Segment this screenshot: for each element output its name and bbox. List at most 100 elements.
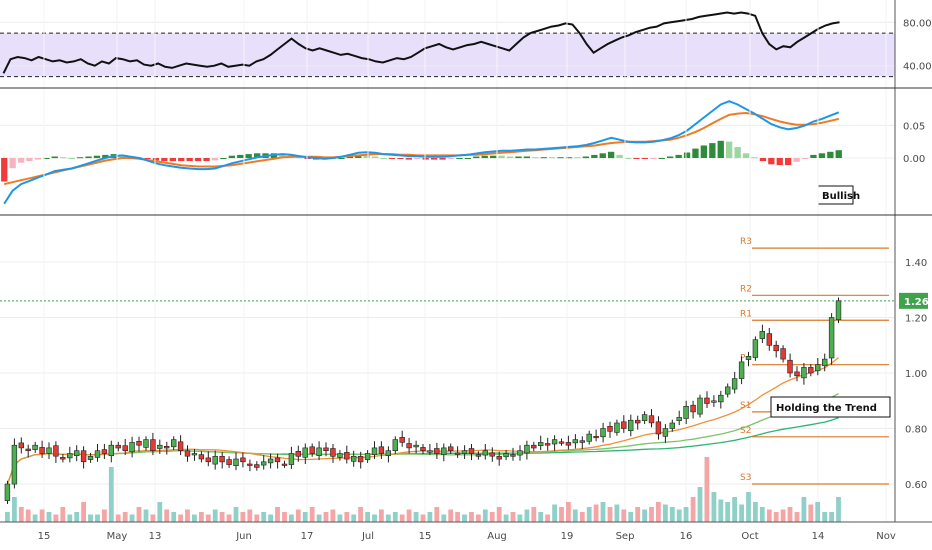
price-tick-label: 1.40 [905,258,927,269]
candle-body [434,448,440,454]
macd-histogram-bar [608,151,615,159]
candle-body [614,422,620,433]
macd-histogram-bar [355,154,362,158]
price-note-box [770,396,891,418]
candle-body [607,425,613,432]
candle-body [330,448,336,457]
volume-bar [455,512,460,522]
macd-histogram-bar [51,156,58,159]
volume-bar [836,497,841,522]
macd-histogram-bar [380,158,387,159]
macd-histogram-bar [76,157,84,159]
volume-bar [642,509,647,522]
candle-body [828,317,835,359]
candle-body [524,444,530,454]
macd-histogram-bar [1,158,8,182]
macd-histogram-bar [405,158,412,160]
volume-bar [579,512,585,522]
volume-bar [469,512,474,522]
pivot-level-label: R3 [740,237,752,247]
volume-bar [545,514,550,522]
candle-body [406,443,412,449]
macd-histogram-bar [498,155,505,159]
macd-histogram-bar [346,156,353,159]
candle-body [108,444,115,457]
candle-body [510,454,516,457]
volume-bar [136,507,142,522]
volume-bar [233,507,239,522]
macd-histogram-bar [17,158,25,163]
volume-bar [434,507,440,522]
pivot-level-label: S1 [740,401,751,411]
candle-body [634,419,641,424]
volume-bar [586,507,592,522]
macd-histogram-bar [574,157,581,159]
volume-bar [351,514,357,522]
candle-body [357,455,364,463]
candle-body [267,458,274,464]
macd-histogram-bar [591,154,598,158]
macd-histogram-bar [422,158,429,160]
macd-histogram-bar [582,156,589,159]
candle-body [247,463,253,466]
candle-body [468,448,475,454]
macd-histogram-bar [726,141,733,159]
price-tick-label: 1.00 [905,369,927,380]
macd-panel: 0.05 0.00 Bullish [0,100,925,205]
candle-body [600,428,606,438]
candle-body [260,461,267,466]
volume-bar [593,504,599,522]
candle-body [593,435,599,439]
macd-histogram-bar [506,156,514,159]
candle-body [378,446,385,454]
candle-body [558,441,565,444]
candle-body [745,355,752,360]
time-tick-label: 17 [301,531,314,542]
volume-bar [413,512,419,522]
candle-body [724,386,731,395]
candle-body [814,364,821,372]
candle-body [704,397,710,404]
macd-histogram-bar [43,158,50,159]
volume-bar [448,509,454,522]
macd-histogram-bar [447,158,455,159]
volume-bar [801,497,807,522]
macd-histogram-bar [515,156,522,159]
macd-histogram-bar [490,155,497,159]
price-note: Holding the Trend [776,403,877,414]
volume-bar [219,512,225,522]
candle-body [115,444,121,449]
macd-histogram-bar [700,145,707,158]
volume-bar [268,514,273,522]
volume-bar [704,457,710,522]
price-tick-label: 0.80 [905,425,927,436]
volume-bar [822,512,828,522]
volume-bar [392,512,398,522]
volume-bar [88,514,93,522]
macd-histogram-bar [759,158,767,162]
volume-bar [725,502,731,522]
time-tick-label: May [107,531,128,542]
volume-bar [337,514,343,522]
candle-body [316,447,322,456]
macd-histogram-bar [85,156,92,159]
volume-bar [663,504,668,522]
volume-bar [67,514,73,522]
candle-body [662,428,669,437]
macd-histogram-bar [363,154,370,158]
candle-body [780,348,786,360]
volume-bar [552,504,557,522]
candle-body [697,397,703,415]
volume-bar [683,507,689,522]
volume-bar [143,509,149,522]
macd-histogram-bar [186,158,193,162]
candle-body [46,447,52,454]
candle-body [738,361,745,379]
candle-body [25,448,31,452]
macd-histogram-bar [439,158,446,160]
volume-bar [690,497,696,522]
candle-body [676,417,682,421]
macd-histogram-bar [161,158,168,162]
pivot-level-label: R1 [740,309,752,319]
